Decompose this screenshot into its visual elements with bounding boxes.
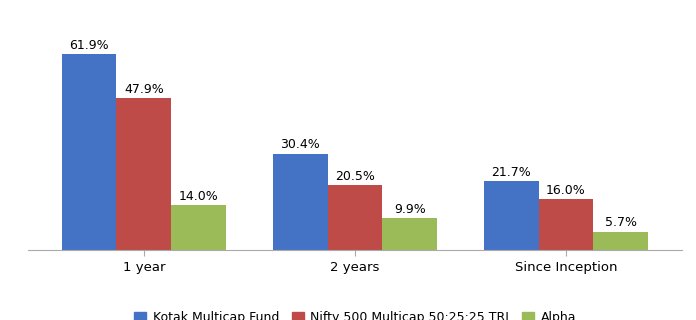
Text: 30.4%: 30.4% [280, 139, 320, 151]
Legend: Kotak Multicap Fund, Nifty 500 Multicap 50:25:25 TRI, Alpha: Kotak Multicap Fund, Nifty 500 Multicap … [129, 306, 581, 320]
Text: 21.7%: 21.7% [491, 166, 531, 179]
Text: 5.7%: 5.7% [605, 216, 637, 229]
Bar [382, 218, 437, 250]
Bar [116, 99, 171, 250]
Text: 9.9%: 9.9% [394, 203, 426, 216]
Text: 16.0%: 16.0% [546, 184, 586, 197]
Bar [539, 199, 594, 250]
Text: 61.9%: 61.9% [69, 39, 109, 52]
Bar [273, 154, 328, 250]
Text: 20.5%: 20.5% [335, 170, 375, 183]
Bar [328, 185, 382, 250]
Bar [171, 205, 226, 250]
Bar [484, 181, 539, 250]
Text: 47.9%: 47.9% [124, 83, 164, 96]
Text: 14.0%: 14.0% [179, 190, 219, 203]
Bar [594, 232, 648, 250]
Bar [62, 54, 116, 250]
